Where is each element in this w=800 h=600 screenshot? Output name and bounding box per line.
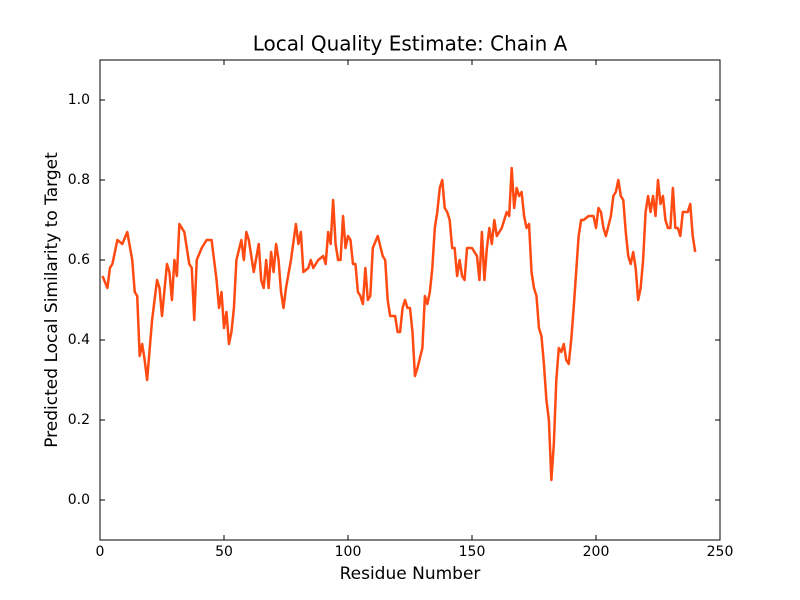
x-tick-label: 150	[459, 544, 486, 560]
x-tick-label: 50	[215, 544, 233, 560]
y-tick-label: 1.0	[68, 92, 90, 108]
y-tick-label: 0.2	[68, 412, 90, 428]
x-tick-label: 250	[707, 544, 734, 560]
y-tick-label: 0.6	[68, 252, 90, 268]
plot-frame	[99, 59, 721, 541]
x-tick-label: 200	[583, 544, 610, 560]
data-line	[101, 166, 697, 482]
y-axis-label: Predicted Local Similarity to Target	[42, 152, 62, 448]
y-tick-label: 0.4	[68, 332, 90, 348]
x-tick-label: 100	[335, 544, 362, 560]
x-axis-label: Residue Number	[340, 564, 481, 584]
x-tick-label: 0	[96, 544, 105, 560]
chart-title: Local Quality Estimate: Chain A	[253, 32, 568, 56]
y-tick-label: 0.8	[68, 172, 90, 188]
y-tick-label: 0.0	[68, 492, 90, 508]
